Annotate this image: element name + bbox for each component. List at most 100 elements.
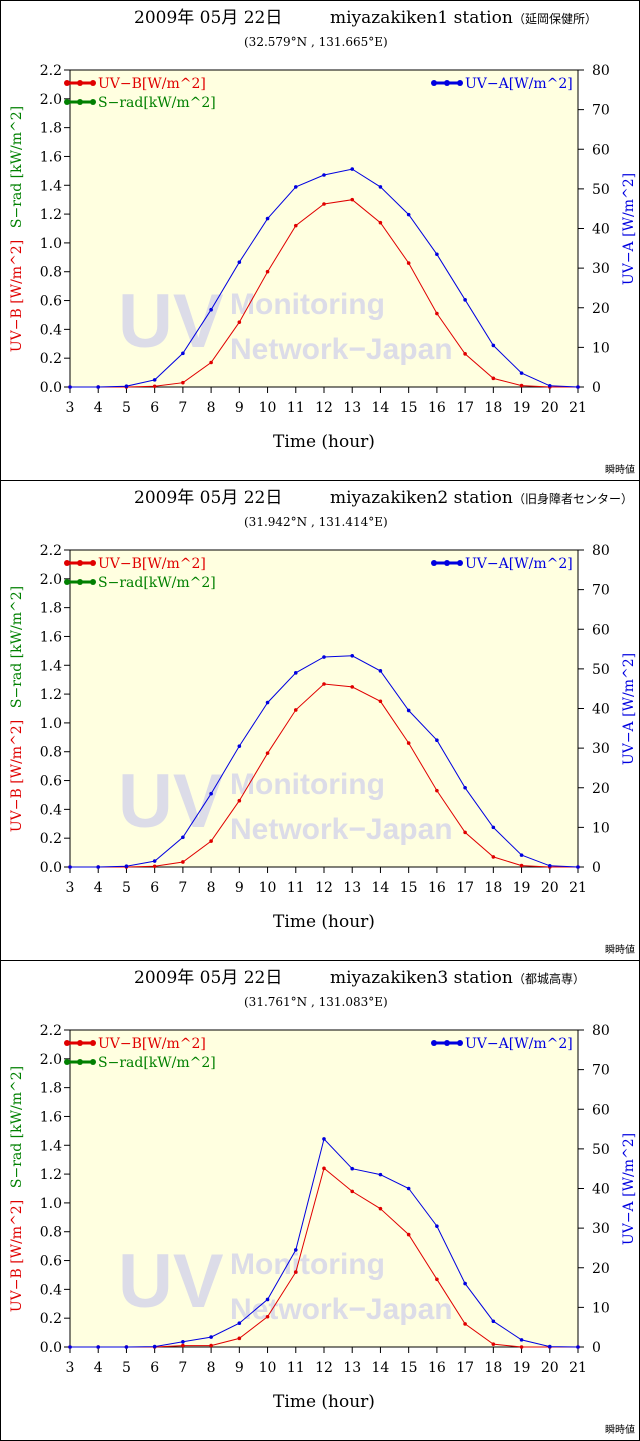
data-point-uvb <box>350 197 355 202</box>
chart-panel-1: UV Monitoring Network−Japan 2009年 05月 22日 mi… <box>0 0 640 481</box>
x-tick-label: 19 <box>513 880 531 896</box>
legend-srad-label: S−rad[kW/m^2] <box>98 1055 216 1071</box>
left-tick-label: 1.0 <box>40 236 62 252</box>
left-tick-label: 1.0 <box>40 716 62 732</box>
legend-uva-swatch-dot <box>431 1040 437 1046</box>
legend-uva-swatch-dot <box>457 80 463 86</box>
data-point-uva <box>152 859 157 863</box>
data-point-uvb <box>293 223 298 228</box>
x-tick-label: 18 <box>484 1360 502 1376</box>
x-tick-label: 7 <box>178 1360 187 1376</box>
left-tick-label: 0.6 <box>40 1254 62 1270</box>
data-point-uvb <box>463 1322 467 1326</box>
data-point-uvb <box>378 220 383 225</box>
station-location: （延岡保健所） <box>513 12 597 26</box>
chart-panel-3: UV Monitoring Network−Japan 2009年 05月 22日 mi… <box>0 960 640 1441</box>
left-tick-label: 0.2 <box>40 831 62 847</box>
x-tick-label: 17 <box>456 880 474 896</box>
data-point-uva <box>152 378 157 382</box>
x-tick-label: 8 <box>207 400 216 416</box>
data-point-uvb <box>350 1189 355 1194</box>
data-point-uvb <box>519 863 524 868</box>
left-tick-label: 0.4 <box>40 1282 62 1298</box>
station-location: （旧身障者センター） <box>513 491 633 506</box>
plot-area <box>70 70 578 387</box>
data-point-uvb <box>322 1166 326 1171</box>
data-point-uva <box>237 1321 242 1326</box>
data-point-uvb <box>209 1343 213 1348</box>
x-tick-label: 4 <box>94 1360 103 1376</box>
x-tick-label: 11 <box>287 880 305 896</box>
left-tick-label: 0.4 <box>40 322 62 338</box>
data-point-uvb <box>322 682 326 686</box>
x-tick-label: 19 <box>513 1360 531 1376</box>
data-point-uva <box>491 1319 496 1324</box>
watermark-network: Network−Japan <box>230 333 453 366</box>
right-tick-label: 60 <box>592 622 610 638</box>
x-tick-label: 15 <box>400 400 418 416</box>
y-axis-label-srad: S−rad [kW/m^2] <box>9 106 25 228</box>
left-tick-label: 0.2 <box>40 1311 62 1327</box>
legend-srad-swatch-dot <box>64 1059 70 1065</box>
data-point-uvb <box>293 708 298 712</box>
legend-uvb-swatch-dot <box>64 1040 70 1046</box>
station-coords: (32.579°N , 131.665°E) <box>244 35 388 49</box>
x-tick-label: 8 <box>207 880 216 896</box>
data-point-uvb <box>293 1270 298 1274</box>
data-point-uva <box>519 371 524 375</box>
data-point-uvb <box>491 376 496 381</box>
x-tick-label: 20 <box>541 880 559 896</box>
data-point-uvb <box>406 1232 411 1237</box>
data-point-uvb <box>491 1342 496 1346</box>
x-tick-label: 10 <box>259 1360 277 1376</box>
left-tick-label: 2.2 <box>40 543 62 559</box>
legend-srad-swatch-dot <box>90 1059 96 1065</box>
x-tick-label: 7 <box>178 880 187 896</box>
x-tick-label: 12 <box>315 1360 333 1376</box>
data-point-uva <box>265 700 270 705</box>
chart-svg: UV Monitoring Network−Japan 2009年 05月 22日 mi… <box>9 8 637 476</box>
left-tick-label: 1.8 <box>40 1081 62 1097</box>
right-tick-label: 40 <box>592 1182 610 1198</box>
x-tick-label: 19 <box>513 400 531 416</box>
data-point-uvb <box>152 864 157 869</box>
plot-area <box>70 1030 578 1347</box>
right-tick-label: 50 <box>592 662 610 678</box>
data-point-uva <box>519 1338 524 1342</box>
legend-uva-swatch-dot <box>444 1040 450 1046</box>
x-tick-label: 16 <box>428 1360 446 1376</box>
legend-srad-swatch-dot <box>90 99 96 105</box>
legend-srad-swatch-dot <box>64 99 70 105</box>
data-point-uva <box>378 1172 383 1177</box>
chart-svg: UV Monitoring Network−Japan 2009年 05月 22日 mi… <box>9 488 637 956</box>
x-tick-label: 17 <box>456 1360 474 1376</box>
chart-svg: UV Monitoring Network−Japan 2009年 05月 22日 mi… <box>9 968 637 1436</box>
legend-uva-label: UV−A[W/m^2] <box>465 76 573 92</box>
x-tick-label: 3 <box>66 880 75 896</box>
left-tick-label: 1.2 <box>40 207 62 223</box>
data-point-uva <box>406 1186 411 1191</box>
data-point-uva <box>491 825 496 830</box>
x-tick-label: 15 <box>400 1360 418 1376</box>
x-tick-label: 3 <box>66 1360 75 1376</box>
legend-uva-swatch-dot <box>431 80 437 86</box>
x-tick-label: 14 <box>372 400 390 416</box>
data-point-uvb <box>181 860 185 864</box>
legend-uvb-swatch-dot <box>77 80 83 86</box>
legend-srad-swatch-dot <box>77 1059 83 1065</box>
right-tick-label: 0 <box>592 1340 601 1356</box>
right-tick-label: 70 <box>592 103 610 119</box>
x-tick-label: 21 <box>569 880 587 896</box>
data-point-uvb <box>209 839 213 843</box>
right-tick-label: 70 <box>592 583 610 599</box>
legend-uvb-swatch-dot <box>77 1040 83 1046</box>
right-tick-label: 60 <box>592 1102 610 1118</box>
x-tick-label: 9 <box>235 880 244 896</box>
left-tick-label: 1.6 <box>40 629 62 645</box>
data-point-uvb <box>406 261 411 265</box>
y-axis-label-srad: S−rad [kW/m^2] <box>9 586 25 708</box>
data-point-uvb <box>237 320 242 324</box>
data-point-uvb <box>435 788 439 793</box>
y-axis-label-srad: S−rad [kW/m^2] <box>9 1066 25 1188</box>
